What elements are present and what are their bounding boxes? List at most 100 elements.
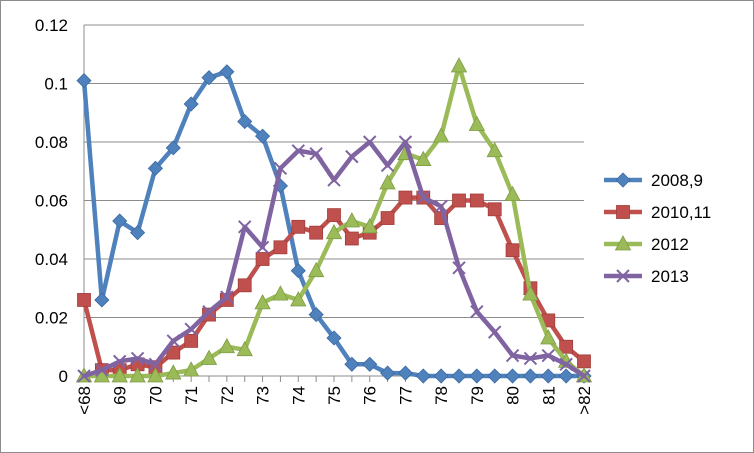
- data-point: [111, 367, 128, 383]
- data-point: [505, 348, 520, 363]
- data-point: [522, 285, 539, 301]
- x-tick-label: 75: [325, 386, 344, 405]
- data-point: [184, 322, 198, 336]
- data-point-stroke: [559, 357, 573, 372]
- data-point: [559, 357, 573, 372]
- legend-label: 2013: [651, 267, 689, 286]
- axes: [83, 25, 585, 382]
- data-point-stroke: [184, 322, 198, 336]
- data-point-stroke: [345, 149, 359, 164]
- data-point: [220, 290, 234, 304]
- data-point: [487, 368, 503, 384]
- data-point: [182, 361, 200, 377]
- data-point-stroke: [577, 369, 591, 383]
- data-point: [558, 368, 574, 384]
- data-point-stroke: [523, 351, 538, 366]
- data-point: [184, 333, 199, 348]
- data-point-stroke: [505, 348, 520, 363]
- data-point: [488, 325, 502, 339]
- data-point: [616, 269, 630, 283]
- data-point: [615, 172, 631, 188]
- data-point-stroke: [255, 240, 270, 255]
- data-point: [523, 351, 538, 366]
- data-point: [254, 294, 271, 310]
- data-point: [380, 365, 396, 381]
- data-point: [237, 278, 252, 293]
- data-point: [380, 158, 395, 173]
- data-point: [452, 193, 466, 208]
- data-point: [577, 354, 591, 369]
- data-point: [468, 115, 486, 131]
- data-point: [614, 235, 632, 251]
- data-point: [290, 263, 306, 279]
- data-point: [486, 141, 503, 158]
- data-point: [343, 212, 361, 228]
- series-1: [77, 190, 591, 378]
- data-point-stroke: [202, 304, 216, 319]
- data-point-stroke: [363, 135, 377, 149]
- x-tick-label: <68: [75, 386, 94, 415]
- data-point: [201, 70, 217, 86]
- data-point: [469, 368, 485, 384]
- data-point: [361, 217, 378, 234]
- data-point: [290, 291, 307, 307]
- data-point-stroke: [113, 354, 127, 369]
- data-point: [148, 357, 163, 372]
- data-point: [309, 146, 323, 161]
- data-point: [344, 356, 360, 372]
- data-point: [200, 349, 218, 365]
- data-point: [95, 363, 109, 377]
- data-point: [540, 329, 557, 345]
- data-point: [218, 337, 236, 354]
- data-point: [112, 213, 128, 229]
- data-point: [504, 185, 521, 202]
- x-tick-label: 79: [468, 386, 487, 405]
- data-point: [362, 356, 378, 372]
- data-point: [291, 219, 306, 234]
- data-point: [202, 304, 216, 319]
- data-point: [255, 240, 270, 255]
- x-tick-label: 80: [504, 386, 523, 405]
- legend: 2008,9 2010,11 2012 2013: [604, 171, 711, 286]
- data-point-stroke: [398, 135, 413, 149]
- data-point-stroke: [77, 369, 91, 383]
- x-tick-label: 78: [432, 386, 451, 405]
- data-point-stroke: [291, 144, 305, 158]
- x-tick-label: 71: [182, 386, 201, 405]
- data-point-stroke: [130, 351, 145, 366]
- data-point: [147, 160, 163, 176]
- series-3: [77, 135, 591, 383]
- data-point-stroke: [220, 290, 234, 304]
- data-point: [325, 223, 343, 240]
- data-point: [77, 369, 91, 383]
- data-point-stroke: [470, 304, 484, 319]
- data-point: [166, 334, 180, 348]
- data-point-stroke: [541, 348, 555, 363]
- data-point: [183, 96, 199, 112]
- y-tick-label: 0.08: [35, 133, 68, 152]
- data-point: [470, 304, 484, 319]
- legend-item: 2013: [604, 267, 689, 286]
- legend-item: 2008,9: [604, 171, 703, 190]
- data-point: [451, 368, 467, 384]
- data-point-stroke: [488, 325, 502, 339]
- data-point: [308, 307, 324, 323]
- legend-item: 2010,11: [604, 203, 711, 222]
- data-point: [522, 368, 538, 384]
- data-point: [94, 292, 110, 308]
- data-point: [577, 369, 591, 383]
- data-point: [415, 150, 432, 166]
- data-point: [76, 73, 92, 89]
- data-point: [432, 127, 450, 143]
- data-point: [238, 220, 252, 234]
- data-point: [344, 231, 359, 246]
- x-tick-label: 77: [396, 386, 415, 405]
- data-point: [616, 205, 630, 219]
- data-point: [450, 57, 468, 73]
- series-layer: [75, 57, 593, 384]
- data-point: [363, 135, 377, 149]
- data-point: [327, 173, 341, 187]
- data-point: [380, 211, 395, 225]
- legend-label: 2008,9: [651, 171, 703, 190]
